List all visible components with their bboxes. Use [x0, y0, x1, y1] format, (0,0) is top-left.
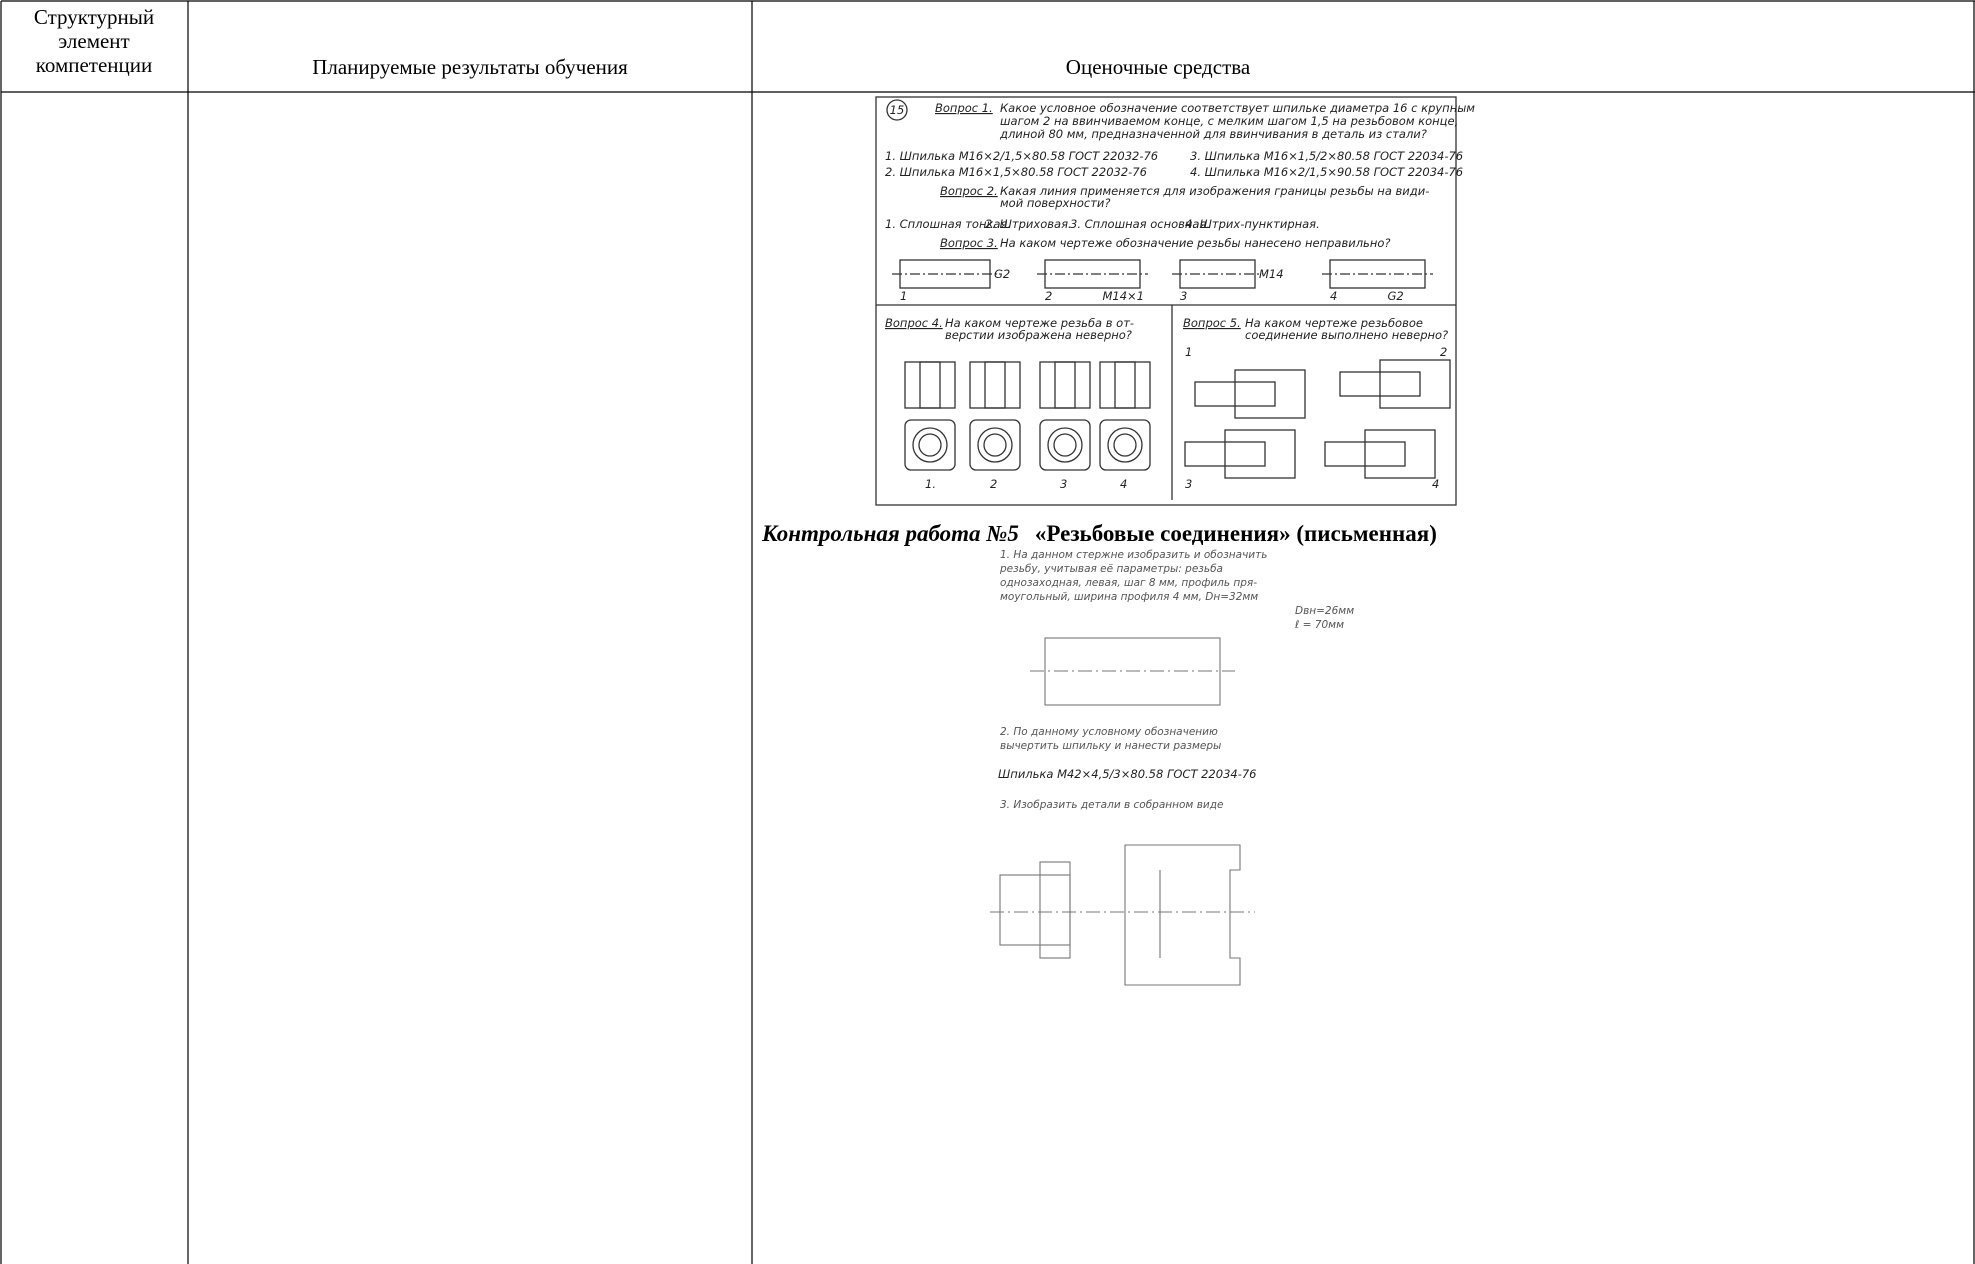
part — [1039, 861, 1071, 959]
text: 2. Штриховая. — [985, 217, 1072, 231]
text: На каком чертеже обозначение резьбы нане… — [1000, 236, 1391, 250]
hole-view — [1047, 427, 1083, 463]
stud — [1339, 371, 1421, 397]
text: 4 — [1330, 289, 1337, 303]
text: 1 — [900, 289, 907, 303]
text: Вопрос 5. — [1183, 316, 1241, 330]
text: 3 — [1185, 477, 1192, 491]
text: моугольный, ширина профиля 4 мм, Dн=32мм — [1000, 591, 1258, 603]
hole-view — [1113, 433, 1137, 457]
part — [1124, 844, 1241, 986]
hole-view — [1107, 427, 1143, 463]
stud — [1324, 441, 1406, 467]
text: Вопрос 4. — [885, 316, 943, 330]
text: мой поверхности? — [1000, 196, 1111, 210]
hole-view — [918, 433, 942, 457]
circle — [886, 99, 908, 121]
text: однозаходная, левая, шаг 8 мм, профиль п… — [1000, 577, 1257, 589]
text: 2 — [990, 477, 997, 491]
text: Какая линия применяется для изображения … — [1000, 184, 1429, 198]
text: 2 — [1045, 289, 1052, 303]
view — [1039, 419, 1091, 471]
text: Шпилька М42×4,5/3×80.58 ГОСТ 22034-76 — [998, 767, 1257, 781]
view — [1099, 419, 1151, 471]
text: вычертить шпильку и нанести размеры — [1000, 740, 1221, 752]
body — [1224, 429, 1296, 479]
text: Вопрос 1. — [935, 101, 993, 115]
text: соединение выполнено неверно? — [1245, 328, 1448, 342]
body — [1234, 369, 1306, 419]
text: 1. Сплошная тонкая. — [885, 217, 1011, 231]
text: На каком чертеже резьба в от- — [945, 316, 1134, 330]
text: 4. Шпилька М16×2/1,5×90.58 ГОСТ 22034-76 — [1190, 165, 1463, 179]
text: G2 — [1388, 289, 1404, 303]
text: 3. Изобразить детали в собранном виде — [1000, 799, 1223, 811]
text: 2. По данному условному обозначению — [1000, 726, 1218, 738]
hole — [919, 361, 941, 409]
stud — [1184, 441, 1266, 467]
text: 1 — [1185, 345, 1192, 359]
hole-view — [983, 433, 1007, 457]
text: 2 — [1440, 345, 1447, 359]
hole-view — [1053, 433, 1077, 457]
section — [904, 361, 956, 409]
rod — [1044, 637, 1221, 706]
part — [999, 874, 1071, 946]
text: 4 — [1120, 477, 1127, 491]
text: Какое условное обозначение соответствует… — [1000, 101, 1475, 115]
text: шагом 2 на ввинчиваемом конце, с мелким … — [1000, 114, 1458, 128]
text: 3. Сплошная основная. — [1070, 217, 1210, 231]
text: G2 — [994, 267, 1010, 281]
scan-frame — [875, 96, 1457, 506]
text: Структурный — [34, 5, 154, 29]
text: Dвн=26мм — [1295, 605, 1354, 617]
body — [1364, 429, 1436, 479]
text: 1. — [925, 477, 936, 491]
text: Планируемые результаты обучения — [312, 55, 628, 79]
text: М14 — [1259, 267, 1284, 281]
text: резьбу, учитывая её параметры: резьба — [999, 563, 1223, 575]
hole — [1054, 361, 1076, 409]
heading: Контрольная работа №5 «Резьбовые соединен… — [761, 521, 1437, 546]
view — [904, 419, 956, 471]
text: 1. На данном стержне изобразить и обозна… — [1000, 549, 1267, 561]
stud — [1194, 381, 1276, 407]
heading-part: Контрольная работа №5 — [761, 521, 1019, 546]
hole-view — [977, 427, 1013, 463]
hole — [984, 361, 1006, 409]
view — [969, 419, 1021, 471]
text: М14×1 — [1103, 289, 1145, 303]
section — [1099, 361, 1151, 409]
text: 15 — [890, 103, 905, 117]
scan-2 — [990, 637, 1255, 986]
text: 2. Шпилька М16×1,5×80.58 ГОСТ 22032-76 — [885, 165, 1147, 179]
text: 4 — [1432, 477, 1439, 491]
text: длиной 80 мм, предназначенной для ввинчи… — [999, 127, 1427, 141]
text: Оценочные средства — [1066, 55, 1251, 79]
section — [1039, 361, 1091, 409]
text: 1. Шпилька М16×2/1,5×80.58 ГОСТ 22032-76 — [885, 149, 1158, 163]
text: ℓ = 70мм — [1294, 619, 1344, 631]
heading-part: «Резьбовые соединения» (письменная) — [1035, 521, 1437, 546]
text: На каком чертеже резьбовое — [1245, 316, 1423, 330]
text: 4. Штрих-пунктирная. — [1185, 217, 1320, 231]
scan-1 — [875, 96, 1457, 506]
text: 3 — [1060, 477, 1067, 491]
text: компетенции — [36, 53, 153, 77]
text: верстии изображена неверно? — [945, 328, 1132, 342]
section — [969, 361, 1021, 409]
text: Вопрос 3. — [940, 236, 998, 250]
text: 3 — [1180, 289, 1187, 303]
text: элемент — [58, 29, 129, 53]
body — [1379, 359, 1451, 409]
text: 3. Шпилька М16×1,5/2×80.58 ГОСТ 22034-76 — [1190, 149, 1463, 163]
hole — [1114, 361, 1136, 409]
hole-view — [912, 427, 948, 463]
text: Вопрос 2. — [940, 184, 998, 198]
